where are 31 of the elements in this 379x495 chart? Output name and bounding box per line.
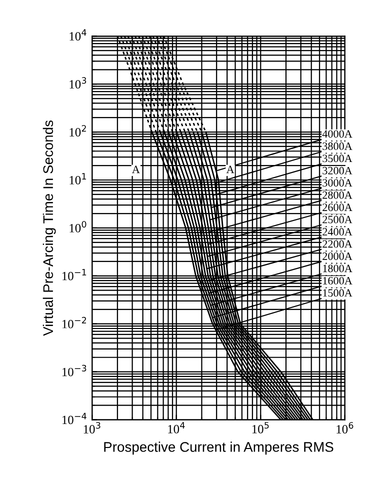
text: 2400A <box>322 228 352 236</box>
y-tick-label: 10$^{2}$ <box>70 125 86 136</box>
y-axis-title: Virtual Pre-Arcing Time In Seconds <box>42 120 56 336</box>
annotation: A <box>132 166 140 174</box>
text: 3800A <box>322 142 352 150</box>
annotation: A <box>226 166 234 174</box>
text: 2000A <box>322 252 352 260</box>
text: 1500A <box>323 289 352 297</box>
y-tick-label: 10$^{1}$ <box>70 173 86 184</box>
text: 3000A <box>322 179 352 187</box>
x-tick-label: 10$^{5}$ <box>252 422 269 434</box>
text: 3500A <box>322 154 352 162</box>
text: 1600A <box>323 276 352 284</box>
text: 1800A <box>323 264 352 272</box>
y-tick-label: 10$^{3}$ <box>70 77 86 89</box>
x-tick-label: 10$^{4}$ <box>168 422 185 434</box>
x-tick-label: 10$^{6}$ <box>336 422 354 434</box>
text: 2800A <box>322 191 352 199</box>
text: 2200A <box>322 240 352 248</box>
y-tick-label: 10$^{−1}$ <box>62 269 86 280</box>
y-tick-label: 10$^{0}$ <box>70 220 86 232</box>
x-tick-label: 10$^{3}$ <box>84 422 100 434</box>
x-axis-title: Prospective Current in Amperes RMS <box>104 442 334 455</box>
y-tick-label: 10$^{−4}$ <box>62 412 86 424</box>
text: 2600A <box>322 204 352 212</box>
y-tick-label: 10$^{4}$ <box>70 29 86 41</box>
text: 4000A <box>322 130 352 138</box>
y-tick-label: 10$^{−2}$ <box>62 316 86 328</box>
text: 2500A <box>322 216 352 224</box>
text: 3200A <box>322 166 352 174</box>
y-tick-label: 10$^{−3}$ <box>62 364 86 376</box>
